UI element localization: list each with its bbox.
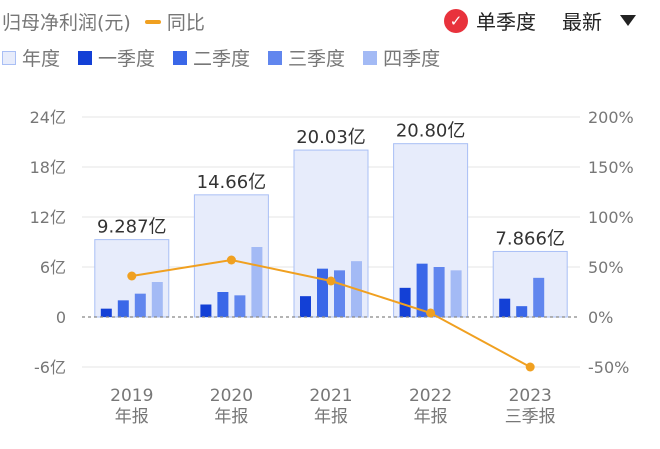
q2-bar: [416, 263, 428, 317]
legend-label-q4: 四季度: [383, 48, 441, 70]
yoy-point: [127, 271, 137, 281]
year-value-label: 20.80亿: [396, 121, 466, 142]
yoy-point: [226, 255, 236, 265]
legend-item-q3[interactable]: 三季度: [268, 44, 345, 71]
q2-swatch: [173, 50, 188, 65]
quarter-toggle[interactable]: ✓ 单季度: [444, 6, 536, 35]
year-value-label: 7.866亿: [495, 228, 565, 249]
y-tick-label-right: 100%: [588, 208, 634, 227]
y-tick-label-right: 50%: [588, 258, 624, 277]
metric-legend: 归母净利润(元) 同比: [2, 8, 205, 35]
year-value-label: 14.66亿: [197, 172, 267, 193]
legend-label-q2: 二季度: [193, 48, 251, 70]
x-tick-label-period: 年报: [214, 407, 248, 427]
q1-bar: [399, 287, 411, 317]
q4-bar: [151, 282, 163, 317]
check-circle-icon: ✓: [444, 8, 468, 33]
legend-item-q1[interactable]: 一季度: [78, 44, 155, 71]
legend-label-q1: 一季度: [98, 48, 156, 70]
y-tick-label-left: 24亿: [30, 108, 66, 127]
x-tick-label-year: 2020: [210, 386, 253, 406]
year-value-label: 20.03亿: [296, 127, 366, 148]
year-value-label: 9.287亿: [97, 217, 167, 238]
yoy-legend-label: 同比: [166, 12, 205, 34]
chart-header: 归母净利润(元) 同比 ✓ 单季度 最新: [0, 0, 660, 40]
x-tick-label-year: 2023: [509, 386, 552, 406]
legend-label-year: 年度: [22, 48, 61, 70]
q4-bar: [251, 247, 263, 317]
q4-swatch: [363, 50, 378, 65]
series-legend: 年度 一季度 二季度 三季度 四季度: [2, 44, 458, 71]
quarter-toggle-label: 单季度: [476, 10, 536, 34]
caret-down-icon: [620, 15, 636, 26]
y-tick-label-left: 12亿: [30, 208, 66, 227]
q2-bar: [117, 300, 129, 317]
y-tick-label-right: 150%: [588, 158, 634, 177]
legend-item-year[interactable]: 年度: [2, 44, 60, 71]
y-tick-label-right: 200%: [588, 108, 634, 127]
q2-bar: [217, 292, 229, 317]
x-tick-label-period: 年报: [314, 407, 348, 427]
q3-bar: [533, 277, 545, 317]
y-tick-label-right: -50%: [588, 358, 629, 377]
q3-bar: [433, 267, 445, 317]
y-tick-label-left: 6亿: [40, 258, 66, 277]
year-swatch: [2, 50, 16, 65]
q4-bar: [450, 270, 462, 317]
metric-label: 归母净利润(元): [2, 12, 131, 34]
sort-dropdown[interactable]: 最新: [562, 6, 636, 35]
yoy-point: [525, 362, 535, 372]
q1-bar: [100, 308, 112, 317]
q3-bar: [234, 295, 246, 317]
y-tick-label-left: -6亿: [34, 358, 66, 377]
q2-bar: [516, 306, 528, 317]
q3-bar: [134, 293, 146, 317]
yoy-point: [326, 276, 336, 286]
y-tick-label-left: 0: [56, 308, 66, 327]
x-tick-label-year: 2021: [309, 386, 352, 406]
chart-controls: ✓ 单季度 最新: [444, 6, 636, 35]
legend-item-q2[interactable]: 二季度: [173, 44, 250, 71]
q1-bar: [200, 304, 212, 317]
q1-bar: [499, 298, 511, 317]
yoy-point: [426, 308, 436, 318]
yoy-line-swatch: [144, 19, 161, 24]
y-tick-label-left: 18亿: [30, 158, 66, 177]
q1-swatch: [78, 50, 93, 65]
x-tick-label-year: 2022: [409, 386, 452, 406]
x-tick-label-year: 2019: [110, 386, 153, 406]
sort-label: 最新: [562, 10, 602, 34]
q3-swatch: [268, 50, 283, 65]
q1-bar: [300, 296, 311, 317]
q3-bar: [334, 270, 345, 317]
q2-bar: [317, 268, 328, 317]
x-tick-label-period: 年报: [115, 407, 149, 427]
legend-label-q3: 三季度: [288, 48, 346, 70]
legend-item-q4[interactable]: 四季度: [363, 44, 440, 71]
x-tick-label-period: 年报: [414, 407, 448, 427]
x-tick-label-period: 三季报: [505, 407, 556, 427]
y-tick-label-right: 0%: [588, 308, 613, 327]
